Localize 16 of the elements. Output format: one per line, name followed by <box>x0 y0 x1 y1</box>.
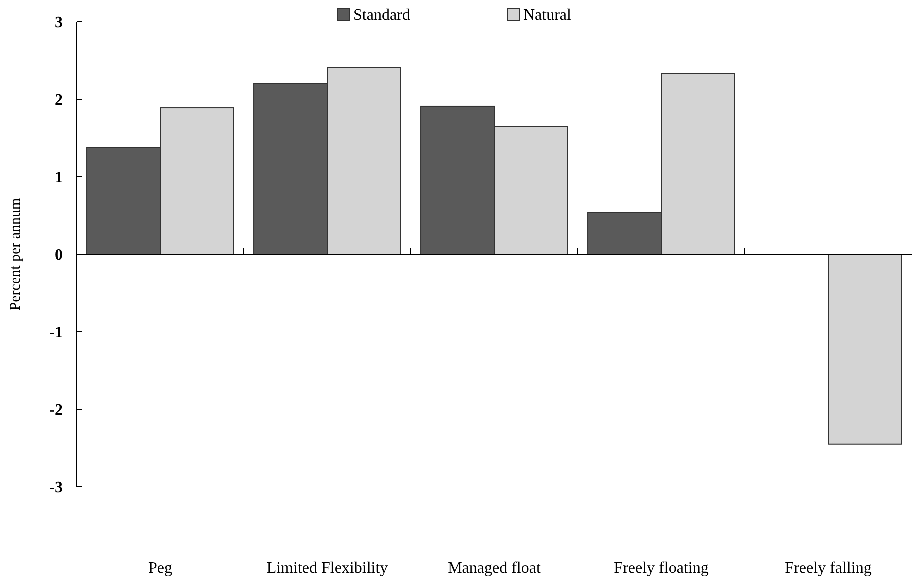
x-tick-label: Peg <box>148 560 172 577</box>
y-tick-label: -2 <box>50 402 63 420</box>
legend-label: Standard <box>354 7 410 24</box>
y-tick-label: 3 <box>55 14 63 32</box>
y-axis-title: Percent per annum <box>8 198 24 311</box>
y-tick-label: -3 <box>50 480 63 497</box>
bar <box>828 254 902 445</box>
y-tick-label: 1 <box>55 170 63 187</box>
y-tick-label: 0 <box>55 247 63 264</box>
x-tick-label: Freely falling <box>785 560 872 577</box>
legend-label: Natural <box>524 7 572 24</box>
y-tick-label: 2 <box>55 92 63 110</box>
x-tick-label: Freely floating <box>614 560 709 577</box>
x-tick-label: Managed float <box>448 560 542 577</box>
y-tick-label: -1 <box>50 324 63 342</box>
x-tick-label: Limited Flexibility <box>266 560 388 577</box>
